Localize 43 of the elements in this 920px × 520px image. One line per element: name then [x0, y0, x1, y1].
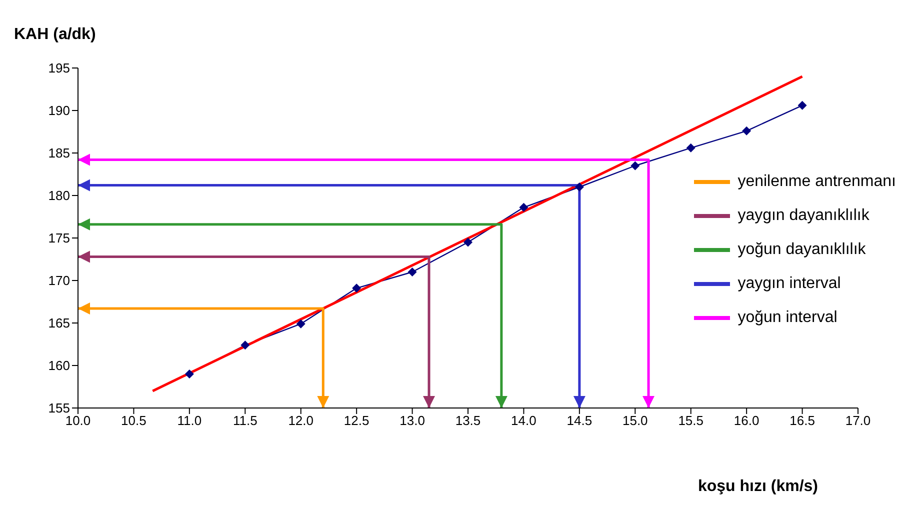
x-axis-title: koşu hızı (km/s): [698, 478, 818, 496]
x-tick-label: 16.5: [790, 413, 815, 428]
x-tick-label: 14.0: [511, 413, 536, 428]
y-tick-label: 195: [48, 60, 70, 76]
x-tick-label: 15.5: [678, 413, 704, 428]
point: [686, 143, 696, 152]
legend-label: yoğun dayanıklılık: [738, 241, 866, 259]
x-tick-label: 12.0: [288, 413, 314, 428]
x-tick-label: 17.0: [845, 413, 871, 428]
y-tick-label: 170: [48, 273, 70, 288]
y-tick-label: 185: [48, 146, 70, 161]
point: [630, 161, 640, 170]
point: [296, 319, 306, 328]
x-tick-label: 10.0: [65, 413, 91, 428]
y-tick-label: 155: [48, 400, 70, 416]
y-tick-label: 160: [48, 358, 70, 374]
point: [798, 100, 807, 110]
y-tick-label: 190: [48, 103, 70, 118]
x-tick-label: 14.5: [566, 413, 592, 428]
point: [184, 370, 194, 378]
point: [352, 284, 362, 293]
x-tick-label: 13.5: [455, 413, 481, 428]
x-tick-label: 12.5: [344, 413, 370, 428]
legend-label: yaygın dayanıklılık: [738, 207, 870, 225]
y-tick-label: 165: [48, 316, 70, 331]
x-tick-label: 11.5: [232, 413, 258, 428]
x-tick-label: 13.0: [400, 413, 425, 428]
y-tick-label: 180: [48, 188, 70, 204]
x-tick-label: 15.0: [622, 413, 648, 428]
point: [408, 268, 417, 276]
x-tick-label: 10.5: [121, 413, 146, 428]
point: [240, 340, 250, 350]
point: [574, 182, 584, 192]
legend-label: yaygın interval: [738, 275, 841, 293]
point: [464, 238, 472, 247]
legend-label: yenilenme antrenmanı: [738, 173, 896, 191]
y-tick-label: 175: [48, 230, 70, 246]
point: [742, 126, 752, 136]
legend-label: yoğun interval: [738, 309, 838, 327]
x-tick-label: 11.0: [177, 413, 202, 428]
y-axis-title: KAH (a/dk): [14, 26, 96, 44]
x-tick-label: 16.0: [734, 413, 760, 428]
point: [519, 202, 528, 212]
